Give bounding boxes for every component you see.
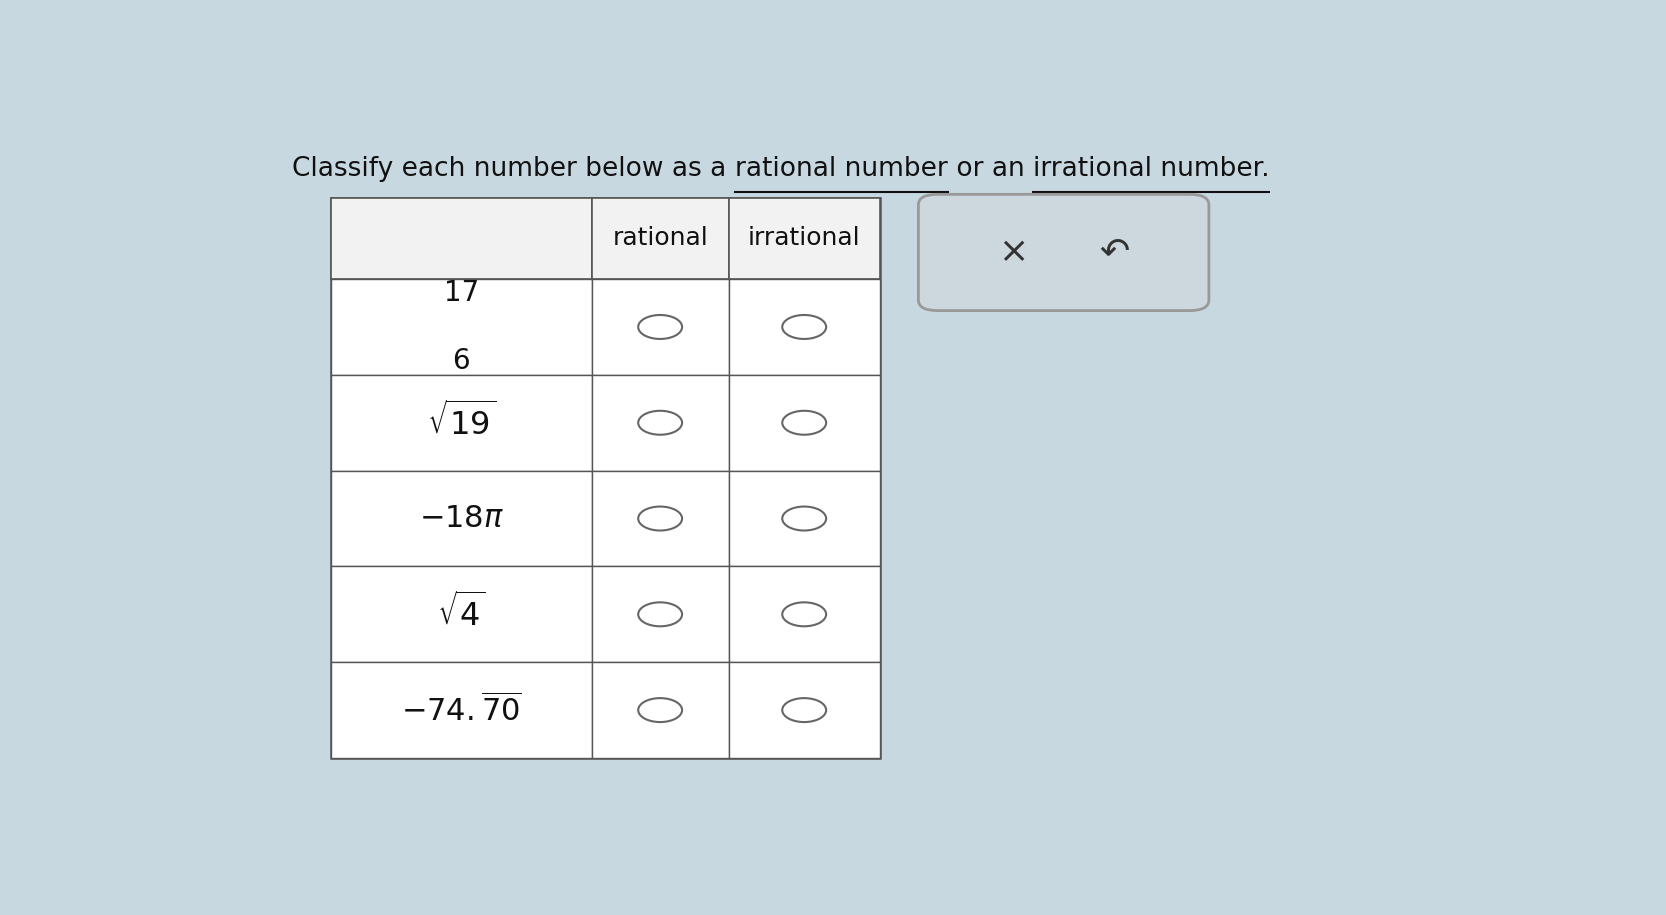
Text: $\sqrt{19}$: $\sqrt{19}$ — [426, 403, 496, 443]
Bar — [728, 566, 880, 662]
Bar — [728, 279, 880, 375]
Text: ↶: ↶ — [1100, 235, 1130, 270]
Text: rational: rational — [613, 227, 708, 251]
Text: $\sqrt{4}$: $\sqrt{4}$ — [436, 594, 486, 634]
Bar — [332, 662, 591, 758]
Bar — [591, 375, 728, 470]
Bar — [332, 279, 591, 375]
Circle shape — [638, 602, 681, 626]
Circle shape — [783, 411, 826, 435]
Circle shape — [783, 602, 826, 626]
FancyBboxPatch shape — [918, 194, 1210, 310]
Text: 17: 17 — [443, 279, 478, 307]
Text: $-18\pi$: $-18\pi$ — [418, 504, 503, 533]
Bar — [728, 662, 880, 758]
Bar — [332, 198, 880, 758]
Circle shape — [783, 507, 826, 531]
Bar — [728, 470, 880, 566]
Text: irrational number.: irrational number. — [1033, 156, 1269, 181]
Text: $-74.\overline{70}$: $-74.\overline{70}$ — [402, 693, 521, 727]
Bar — [332, 470, 591, 566]
Circle shape — [783, 698, 826, 722]
Bar — [591, 198, 728, 279]
Circle shape — [638, 411, 681, 435]
Bar — [728, 375, 880, 470]
Circle shape — [638, 698, 681, 722]
Text: irrational: irrational — [748, 227, 861, 251]
Text: or an: or an — [948, 156, 1033, 181]
Bar — [591, 470, 728, 566]
Bar — [332, 198, 591, 279]
Bar — [591, 566, 728, 662]
Text: ×: × — [998, 235, 1028, 270]
Bar — [332, 566, 591, 662]
Bar — [591, 279, 728, 375]
Circle shape — [638, 315, 681, 339]
Bar — [332, 375, 591, 470]
Circle shape — [783, 315, 826, 339]
Bar — [591, 662, 728, 758]
Circle shape — [638, 507, 681, 531]
Text: Classify each number below as a: Classify each number below as a — [292, 156, 735, 181]
Text: 6: 6 — [453, 347, 470, 375]
Bar — [728, 198, 880, 279]
Text: rational number: rational number — [735, 156, 948, 181]
